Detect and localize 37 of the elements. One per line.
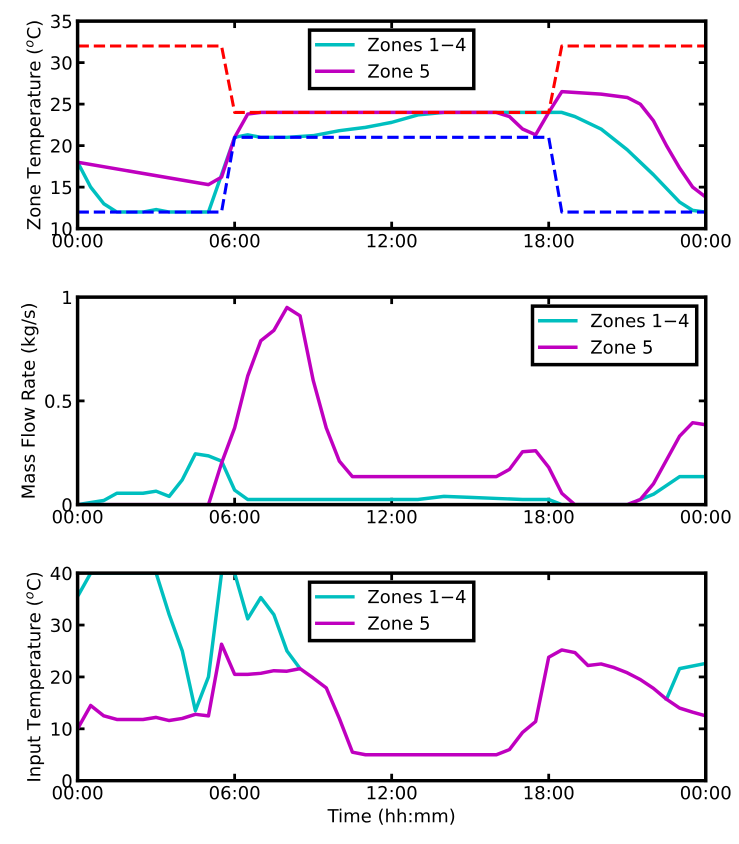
line-series <box>78 642 706 756</box>
x-tick-label: 18:00 <box>524 786 574 800</box>
x-tick-label: 00:00 <box>680 786 731 800</box>
x-tick-label: 18:00 <box>524 234 574 248</box>
x-tick-label: 00:00 <box>680 510 731 524</box>
y-tick-label: 20 <box>51 670 72 684</box>
y-tick-label: 10 <box>52 722 72 736</box>
legend-label: Zones 1−4 <box>368 38 466 52</box>
legend-label: Zones 1−4 <box>368 590 466 604</box>
x-axis-title: Time (hh:mm) <box>328 808 454 825</box>
legend-label: Zones 1−4 <box>591 314 688 328</box>
y-tick-label: 30 <box>51 56 72 70</box>
x-tick-label: 12:00 <box>368 510 416 524</box>
x-tick-label: 18:00 <box>524 510 574 524</box>
x-tick-label: 06:00 <box>210 786 260 800</box>
legend-label: Zone 5 <box>591 340 652 354</box>
y-tick-label: 40 <box>50 566 72 580</box>
legend-label: Zone 5 <box>368 64 429 78</box>
x-tick-label: 00:00 <box>52 510 102 524</box>
y-tick-label: 1 <box>63 290 72 304</box>
y-axis-title: Input Temperature ($^{o}$C) <box>26 572 44 781</box>
y-tick-label: 35 <box>51 14 72 28</box>
y-axis-title: Zone Temperature ($^{o}$C) <box>26 21 44 230</box>
y-tick-label: 0.5 <box>45 394 72 408</box>
y-tick-label: 30 <box>51 618 72 632</box>
y-tick-label: 20 <box>51 139 72 153</box>
x-tick-label: 00:00 <box>52 234 102 248</box>
y-tick-label: 25 <box>51 98 72 112</box>
x-tick-label: 12:00 <box>368 234 416 248</box>
x-tick-label: 12:00 <box>368 786 416 800</box>
x-tick-label: 00:00 <box>52 786 102 800</box>
x-tick-label: 00:00 <box>680 234 731 248</box>
y-axis-title: Mass Flow Rate (kg/s) <box>20 304 38 498</box>
x-tick-label: 06:00 <box>210 234 260 248</box>
x-tick-label: 06:00 <box>210 510 260 524</box>
legend-label: Zone 5 <box>368 616 429 630</box>
y-tick-label: 15 <box>52 180 72 194</box>
